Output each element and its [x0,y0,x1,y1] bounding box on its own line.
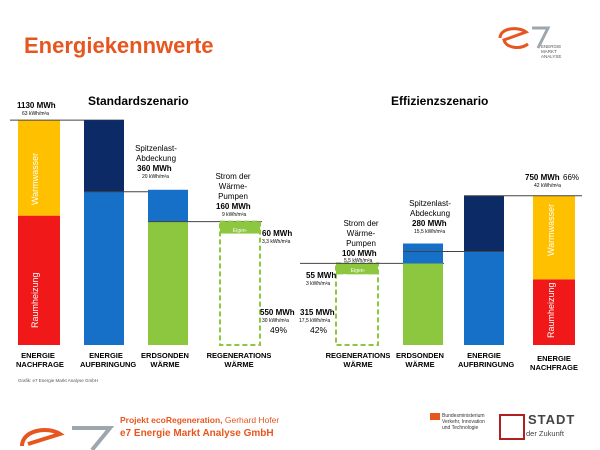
ministry-text: Bundesministerium Verkehr, Innovation und … [442,413,485,431]
bar-s-regen-outline [219,220,261,346]
bar-e-nachfrage-raumheizung [533,279,575,345]
s-strom-sub: 9 kWh/m²a [222,212,247,218]
bar-e-aufbringung-darkblue [464,195,504,252]
s-spitzen-sub: 20 kWh/m²a [142,174,169,180]
bar-e-aufbringung-blue [464,251,504,345]
bar-s-erdsonden-green [148,221,188,345]
s-total-value: 1130 MWh [17,101,56,110]
bar-s-regen-eigen [220,221,260,234]
s-erd-pct: 49% [270,325,288,335]
raumheizung-label-standard: Raumheizung [30,272,40,328]
footer-company: e7 Energie Markt Analyse GmbH [120,428,274,439]
warmwasser-label-standard: Warmwasser [30,152,40,205]
bar-e-erdsonden-blue [403,243,443,264]
bar-s-erdsonden-blue [148,189,188,222]
e-spitzen-note: Spitzenlast- Abdeckung [409,199,451,218]
e-spitzen-sub: 15,5 kWh/m²a [414,229,446,235]
e-total-value: 750 MWh [525,173,560,182]
s-strom-value: 160 MWh [216,202,251,211]
bar-e-nachfrage-warmwasser [533,195,575,280]
warmwasser-label-efficient: Warmwasser [546,203,556,256]
s-total-sub: 63 kWh/m²a [22,111,49,117]
cat-s-erdsonden: ERDSONDEN WÄRME [141,351,189,369]
e-strom-note: Strom der Wärme- Pumpen [343,219,379,248]
cat-e-nachfrage: ENERGIE NACHFRAGE [530,354,578,372]
s-erd-value: 550 MWh [260,308,295,317]
e-total-sub: 42 kWh/m²a [534,183,561,189]
e-regen-sub: 3 kWh/m²a [306,281,331,287]
e-spitzen-value: 280 MWh [412,219,447,228]
e7-logo-icon [498,26,551,49]
cat-s-aufbringung: ENERGIE AUFBRINGUNG [80,351,137,369]
e-erd-value: 315 MWh [300,308,335,317]
s-regen-value: 60 MWh [262,229,293,238]
e-erd-sub: 17,5 kWh/m²a [299,318,331,324]
eigen-label-standard: Eigen-Regeneration [224,228,256,240]
s-erd-sub: 30 kWh/m²a [262,318,289,324]
eigen-label-efficient: Eigen-Regeneration [342,268,374,280]
scenario-efficient-title: Effizienzszenario [391,94,489,108]
page-title: Energiekennwerte [24,33,214,58]
s-strom-note: Strom der Wärme- Pumpen [215,172,251,201]
s-spitzen-value: 360 MWh [137,164,172,173]
e7-footer-logo-icon [20,426,115,450]
austria-flag-icon [430,413,440,420]
cat-e-aufbringung: ENERGIE AUFBRINGUNG [458,351,515,369]
s-spitzen-note: Spitzenlast- Abdeckung [135,144,177,163]
e7-logo-text: ENERGIE MARKT ANALYSE [541,44,562,59]
e-strom-sub: 5,5 kWh/m²a [344,258,373,264]
bar-s-nachfrage-raumheizung [18,215,60,345]
cat-e-erdsonden: ERDSONDEN WÄRME [396,351,444,369]
cat-s-regen: REGENERATIONS WÄRME [206,351,272,369]
cat-e-regen: REGENERATIONS WÄRME [325,351,391,369]
stadt-logo-icon [499,414,525,440]
bar-s-nachfrage-warmwasser [18,120,60,216]
raumheizung-label-efficient: Raumheizung [546,282,556,338]
zukunft-text: der Zukunft [526,429,564,438]
bar-e-regen-eigen [336,263,378,275]
bar-e-erdsonden-green [403,263,443,345]
bar-s-aufbringung-blue [84,191,124,345]
e-strom-value: 100 MWh [342,249,377,258]
source-note: Grafik: e7 Energie Markt Analyse GmbH [18,378,99,383]
e-total-pct: 66% [563,173,580,182]
e-regen-value: 55 MWh [306,271,337,280]
cat-s-nachfrage: ENERGIE NACHFRAGE [16,351,64,369]
footer-project: Projekt ecoRegeneration, Gerhard Hofer [120,415,280,425]
bar-s-aufbringung-darkblue [84,120,124,192]
s-regen-sub: 3,3 kWh/m²a [262,239,291,245]
e-erd-pct: 42% [310,325,328,335]
scenario-standard-title: Standardszenario [88,94,189,108]
stadt-text: STADT [528,412,576,427]
